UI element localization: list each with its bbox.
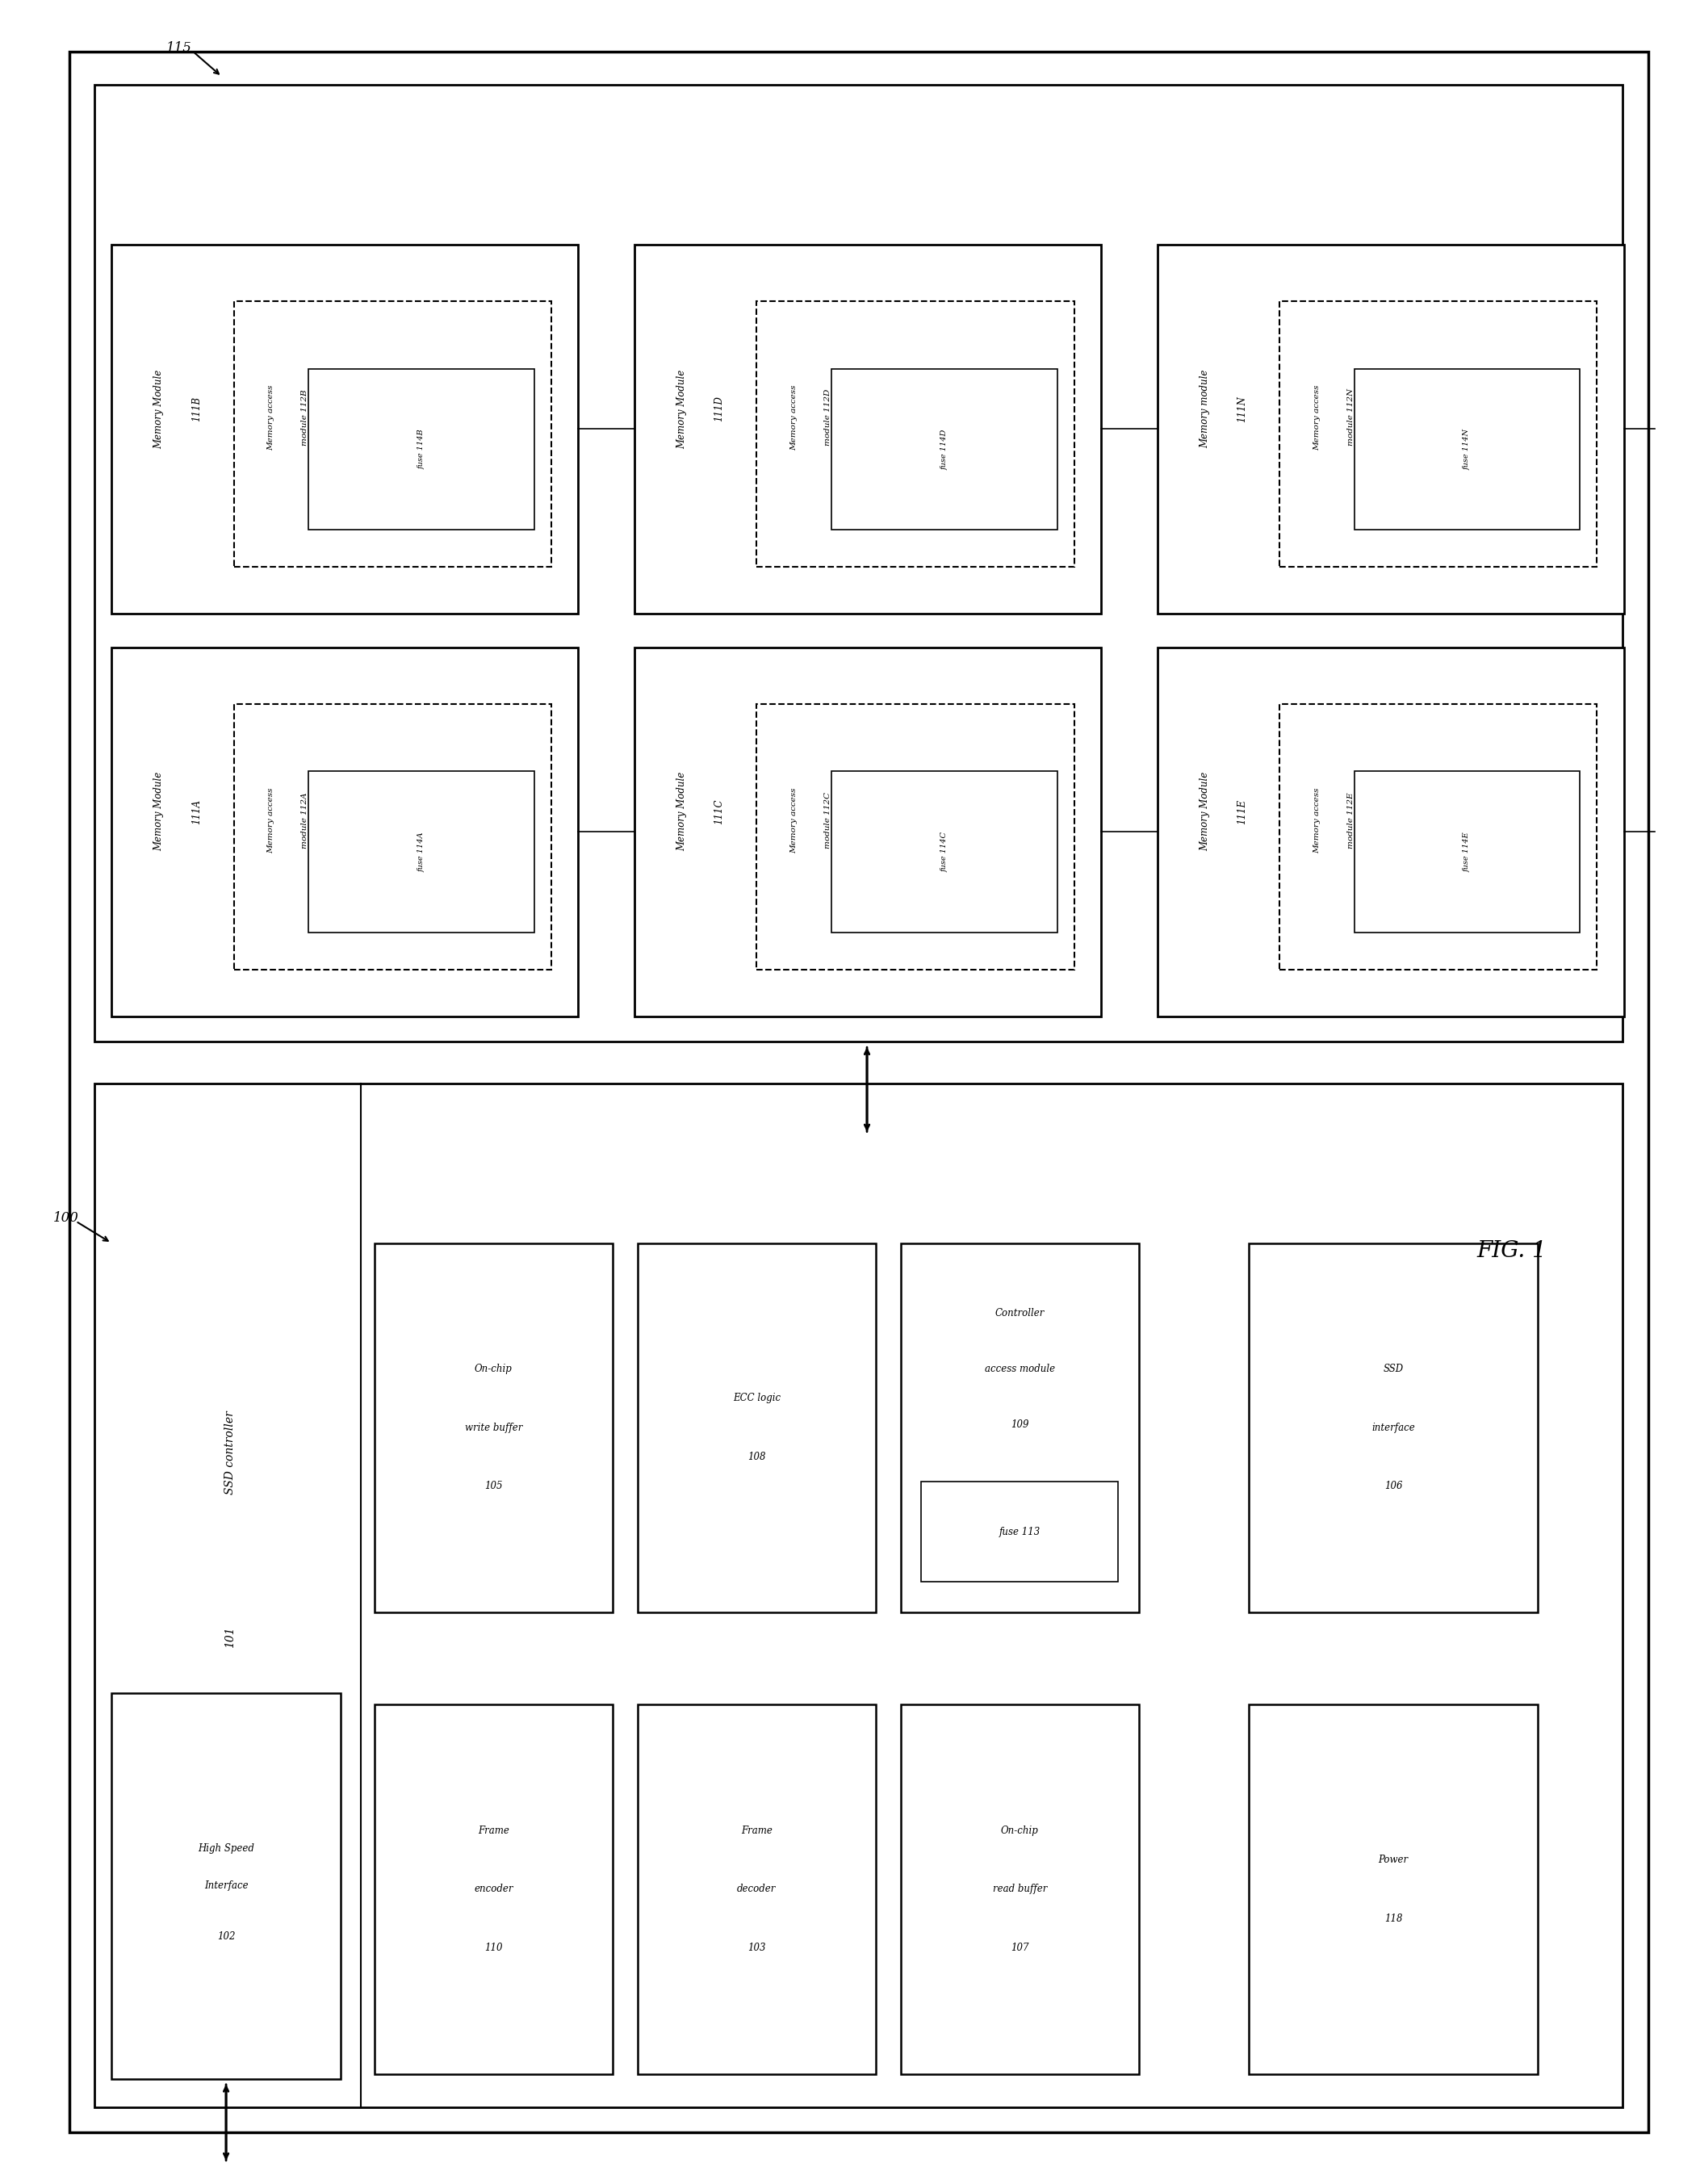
Bar [1158,245,1624,614]
Text: Memory access: Memory access [1314,384,1321,450]
Text: Controller: Controller [994,1308,1044,1319]
Text: fuse 114N: fuse 114N [1464,428,1470,470]
Text: 103: 103 [748,1944,765,1952]
Text: 111E: 111E [1238,799,1248,823]
Bar [308,369,534,531]
Text: On-chip: On-chip [1001,1826,1039,1837]
Text: Memory module: Memory module [1200,369,1210,448]
Text: 111N: 111N [1238,395,1248,422]
Text: FIG. 1: FIG. 1 [1477,1241,1547,1262]
Text: Memory access: Memory access [1314,786,1321,854]
Bar [1355,771,1579,933]
Bar [374,1704,612,2075]
Bar [756,301,1074,566]
Text: 108: 108 [748,1452,765,1463]
Text: module 112C: module 112C [824,793,831,847]
Text: Frame: Frame [741,1826,772,1837]
Text: write buffer: write buffer [464,1422,522,1433]
Text: 102: 102 [218,1931,235,1942]
Text: Interface: Interface [204,1880,248,1891]
Text: access module: access module [984,1363,1056,1374]
Text: module 112B: module 112B [301,389,309,446]
Bar [233,703,551,970]
Text: 100: 100 [53,1210,78,1225]
Text: module 112A: module 112A [301,793,309,847]
Text: 115: 115 [167,41,192,55]
Bar [1158,646,1624,1016]
Text: Power: Power [1379,1854,1408,1865]
Text: module 112E: module 112E [1346,793,1355,847]
Bar [1355,369,1579,531]
Text: On-chip: On-chip [474,1363,512,1374]
Text: fuse 114E: fuse 114E [1464,832,1470,871]
Bar [634,646,1102,1016]
Text: Memory Module: Memory Module [677,369,687,448]
Bar [638,1704,876,2075]
Text: 118: 118 [1384,1913,1402,1924]
Text: Memory Module: Memory Module [153,369,165,448]
Text: 111D: 111D [714,395,724,422]
Bar [756,703,1074,970]
Text: 111A: 111A [190,799,202,823]
Text: fuse 114C: fuse 114C [940,832,949,871]
Bar [1280,301,1596,566]
Bar [1250,1704,1537,2075]
Text: 110: 110 [484,1944,503,1952]
Bar [112,245,578,614]
Bar [95,1083,1622,2108]
Text: 109: 109 [1012,1420,1028,1431]
Text: fuse 114B: fuse 114B [418,430,425,470]
Text: 105: 105 [484,1481,503,1492]
Bar [112,1693,340,2079]
Bar [112,646,578,1016]
Text: interface: interface [1372,1422,1414,1433]
Bar [1250,1243,1537,1612]
Text: SSD: SSD [1384,1363,1404,1374]
Bar [901,1243,1139,1612]
Bar [374,1243,612,1612]
Bar [95,85,1622,1042]
Bar [831,369,1057,531]
Text: module 112N: module 112N [1346,389,1355,446]
Text: Frame: Frame [478,1826,510,1837]
Bar [308,771,534,933]
Text: fuse 114D: fuse 114D [940,428,949,470]
Text: Memory Module: Memory Module [153,773,165,852]
Text: module 112D: module 112D [824,389,831,446]
Bar [634,245,1102,614]
Text: Memory Module: Memory Module [677,773,687,852]
Text: 111C: 111C [714,799,724,823]
Text: decoder: decoder [738,1885,777,1894]
Text: 111B: 111B [190,395,202,422]
Bar [831,771,1057,933]
Text: Memory access: Memory access [267,384,275,450]
Text: fuse 113: fuse 113 [1000,1527,1040,1538]
Text: Memory access: Memory access [791,786,797,854]
Text: Memory Module: Memory Module [1200,773,1210,852]
Text: ECC logic: ECC logic [733,1393,780,1404]
Text: encoder: encoder [474,1885,513,1894]
Text: 107: 107 [1012,1944,1028,1952]
Text: fuse 114A: fuse 114A [418,832,425,871]
Bar [1280,703,1596,970]
Text: Memory access: Memory access [791,384,797,450]
Text: High Speed: High Speed [197,1843,255,1854]
Text: Memory access: Memory access [267,786,275,854]
Text: 106: 106 [1384,1481,1402,1492]
Bar [638,1243,876,1612]
Bar [901,1704,1139,2075]
Text: read buffer: read buffer [993,1885,1047,1894]
Text: 101: 101 [224,1627,236,1649]
Text: SSD controller: SSD controller [224,1411,236,1494]
Bar [921,1481,1119,1581]
Bar [233,301,551,566]
